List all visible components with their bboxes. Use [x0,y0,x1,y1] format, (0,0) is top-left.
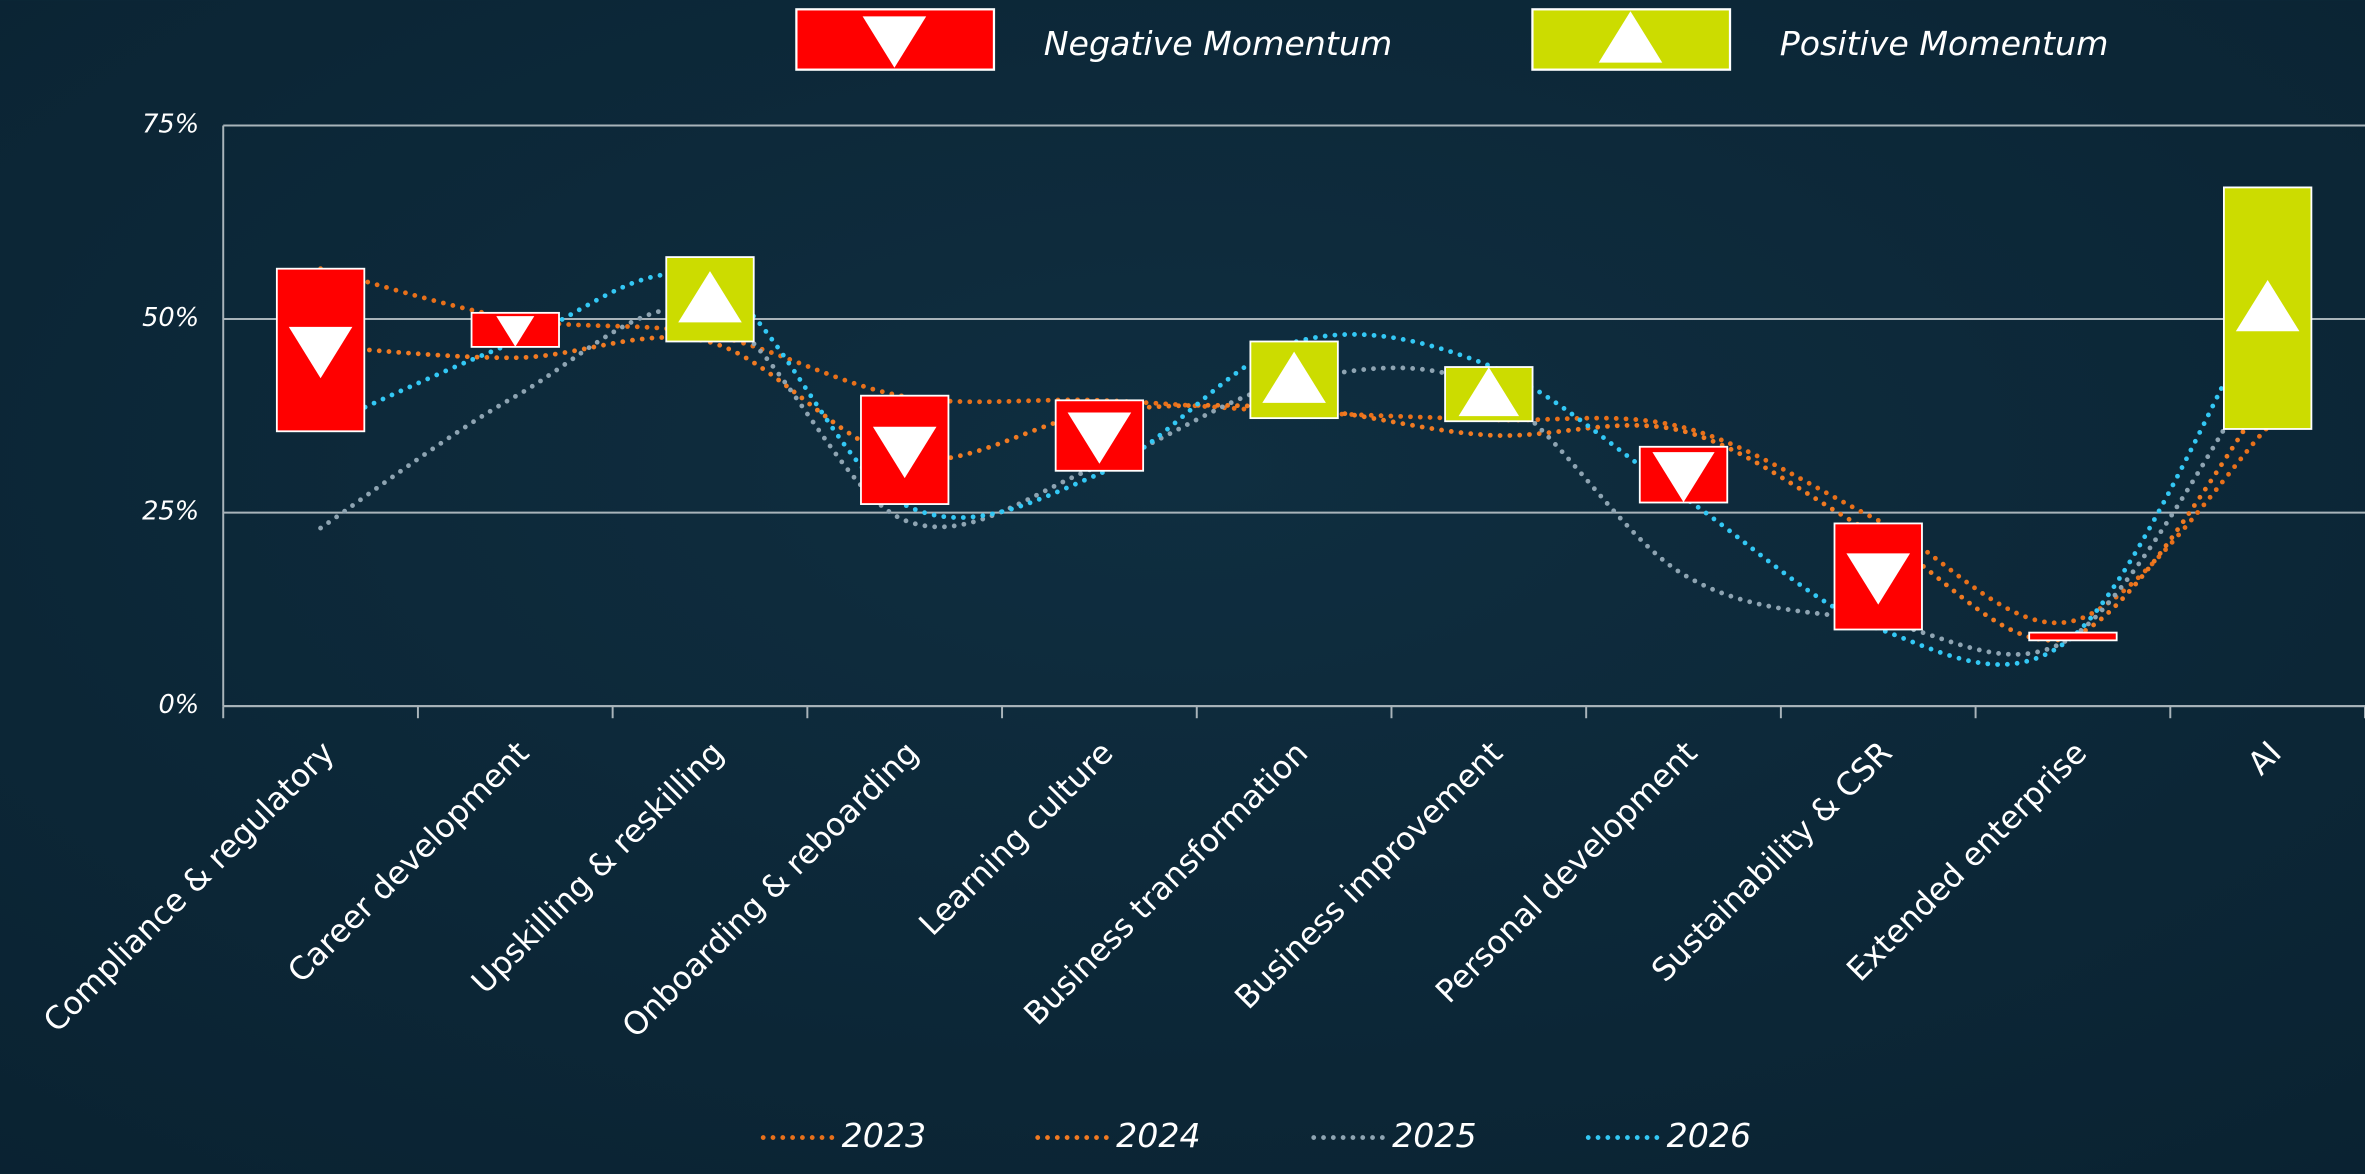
legend-arrow [1598,11,1663,63]
y-tick-label: 0% [158,690,199,720]
momentum-arrow [872,426,937,479]
momentum-arrow [1652,452,1715,503]
legend-label: 2023 [842,1116,926,1155]
legend-label: Negative Momentum [1044,24,1392,63]
legend-arrow [862,16,927,68]
momentum-arrow [678,271,742,323]
legend-label: 2026 [1667,1116,1751,1155]
momentum-arrow [1458,367,1520,417]
legend-label: 2024 [1116,1116,1200,1155]
momentum-arrow [1846,553,1911,605]
momentum-box [2028,631,2118,642]
momentum-arrow [288,326,353,379]
y-tick-label: 50% [142,303,199,333]
momentum-arrow [2235,279,2300,332]
y-tick-label: 75% [142,109,199,139]
momentum-arrow [1262,351,1326,403]
legend-label: 2025 [1392,1116,1476,1155]
legend-label: Positive Momentum [1780,24,2109,63]
y-tick-label: 25% [142,497,199,527]
momentum-arrow [1067,412,1132,464]
momentum-arrow [496,316,535,347]
